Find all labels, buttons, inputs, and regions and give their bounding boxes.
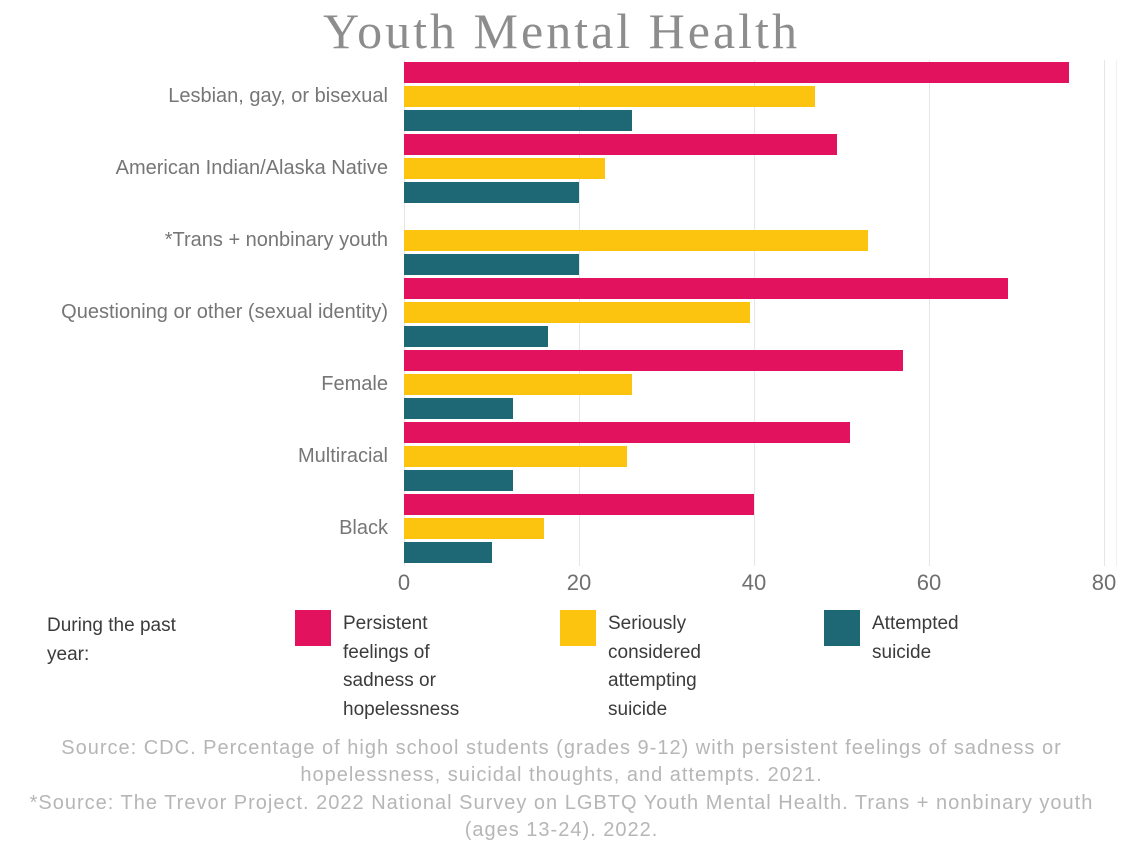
bar-group: Lesbian, gay, or bisexual xyxy=(0,60,1123,132)
legend-intro: During the past year: xyxy=(47,615,176,665)
bar xyxy=(404,445,628,467)
bar-slot xyxy=(404,61,1104,83)
plot-right-edge xyxy=(1116,60,1117,566)
category-bars xyxy=(404,132,1104,204)
bar-slot xyxy=(404,493,1104,515)
bar-slot xyxy=(404,229,1104,251)
category-label: Questioning or other (sexual identity) xyxy=(61,300,388,323)
source-note-cdc: Source: CDC. Percentage of high school s… xyxy=(61,737,1062,786)
bar-group: American Indian/Alaska Native xyxy=(0,132,1123,204)
bar xyxy=(404,397,514,419)
bar-slot xyxy=(404,541,1104,563)
legend-item-attempted: Attempted suicide xyxy=(824,610,1002,667)
bar-slot xyxy=(404,373,1104,395)
bar-slot xyxy=(404,133,1104,155)
bar-slot xyxy=(404,253,1104,275)
x-tick-label: 20 xyxy=(566,570,592,595)
bar-slot xyxy=(404,109,1104,131)
legend-label: Attempted suicide xyxy=(872,613,959,663)
x-tick-label: 0 xyxy=(397,570,411,595)
category-label: Black xyxy=(339,516,388,539)
legend-label: Persistent feelings of sadness or hopele… xyxy=(343,613,460,720)
source-note-trevor: *Source: The Trevor Project. 2022 Nation… xyxy=(29,792,1094,841)
bar-group: Black xyxy=(0,492,1123,564)
gridline-80 xyxy=(1104,60,1105,566)
category-bars xyxy=(404,276,1104,348)
bar-slot xyxy=(404,85,1104,107)
attempted-color-swatch xyxy=(824,610,860,646)
bar xyxy=(404,325,549,347)
bar-slot xyxy=(404,301,1104,323)
bar xyxy=(404,61,1069,83)
page-title: Youth Mental Health xyxy=(323,3,800,59)
legend-item-sadness: Persistent feelings of sadness or hopele… xyxy=(295,610,473,724)
bar xyxy=(404,469,514,491)
bar xyxy=(404,493,754,515)
category-bars xyxy=(404,60,1104,132)
x-tick-label: 40 xyxy=(741,570,767,595)
category-label: American Indian/Alaska Native xyxy=(115,156,388,179)
bar xyxy=(404,157,606,179)
bar xyxy=(404,541,492,563)
category-bars xyxy=(404,204,1104,276)
gridline-40 xyxy=(754,60,755,566)
x-tick-label: 60 xyxy=(916,570,942,595)
bar-slot xyxy=(404,445,1104,467)
bar xyxy=(404,277,1008,299)
bar xyxy=(404,85,816,107)
bar-slot xyxy=(404,397,1104,419)
considered-color-swatch xyxy=(560,610,596,646)
category-label: *Trans + nonbinary youth xyxy=(164,228,388,251)
bar-group: Female xyxy=(0,348,1123,420)
bar xyxy=(404,517,544,539)
bar-group: *Trans + nonbinary youth xyxy=(0,204,1123,276)
category-label: Lesbian, gay, or bisexual xyxy=(168,84,388,107)
bar xyxy=(404,301,750,323)
category-label: Female xyxy=(321,372,388,395)
bar-slot xyxy=(404,277,1104,299)
bar-group: Questioning or other (sexual identity) xyxy=(0,276,1123,348)
bar-slot xyxy=(404,517,1104,539)
bar-slot xyxy=(404,181,1104,203)
bar-slot xyxy=(404,469,1104,491)
x-tick-label: 80 xyxy=(1091,570,1117,595)
bar xyxy=(404,133,838,155)
gridline-60 xyxy=(929,60,930,566)
legend-item-considered: Seriously considered attempting suicide xyxy=(560,610,738,724)
sadness-color-swatch xyxy=(295,610,331,646)
category-label: Multiracial xyxy=(297,444,388,467)
bar-group: Multiracial xyxy=(0,420,1123,492)
bar xyxy=(404,349,903,371)
bar xyxy=(404,373,632,395)
bar-slot xyxy=(404,325,1104,347)
legend-label: Seriously considered attempting suicide xyxy=(608,613,701,720)
bar-slot xyxy=(404,157,1104,179)
category-bars xyxy=(404,348,1104,420)
bar xyxy=(404,109,632,131)
bar xyxy=(404,421,851,443)
bar-slot xyxy=(404,206,1104,227)
bar xyxy=(404,229,868,251)
bar-groups: Lesbian, gay, or bisexual American Indian… xyxy=(0,60,1123,564)
bar xyxy=(404,253,579,275)
bar xyxy=(404,181,579,203)
bar-slot xyxy=(404,349,1104,371)
category-bars xyxy=(404,420,1104,492)
category-bars xyxy=(404,492,1104,564)
bar-slot xyxy=(404,421,1104,443)
